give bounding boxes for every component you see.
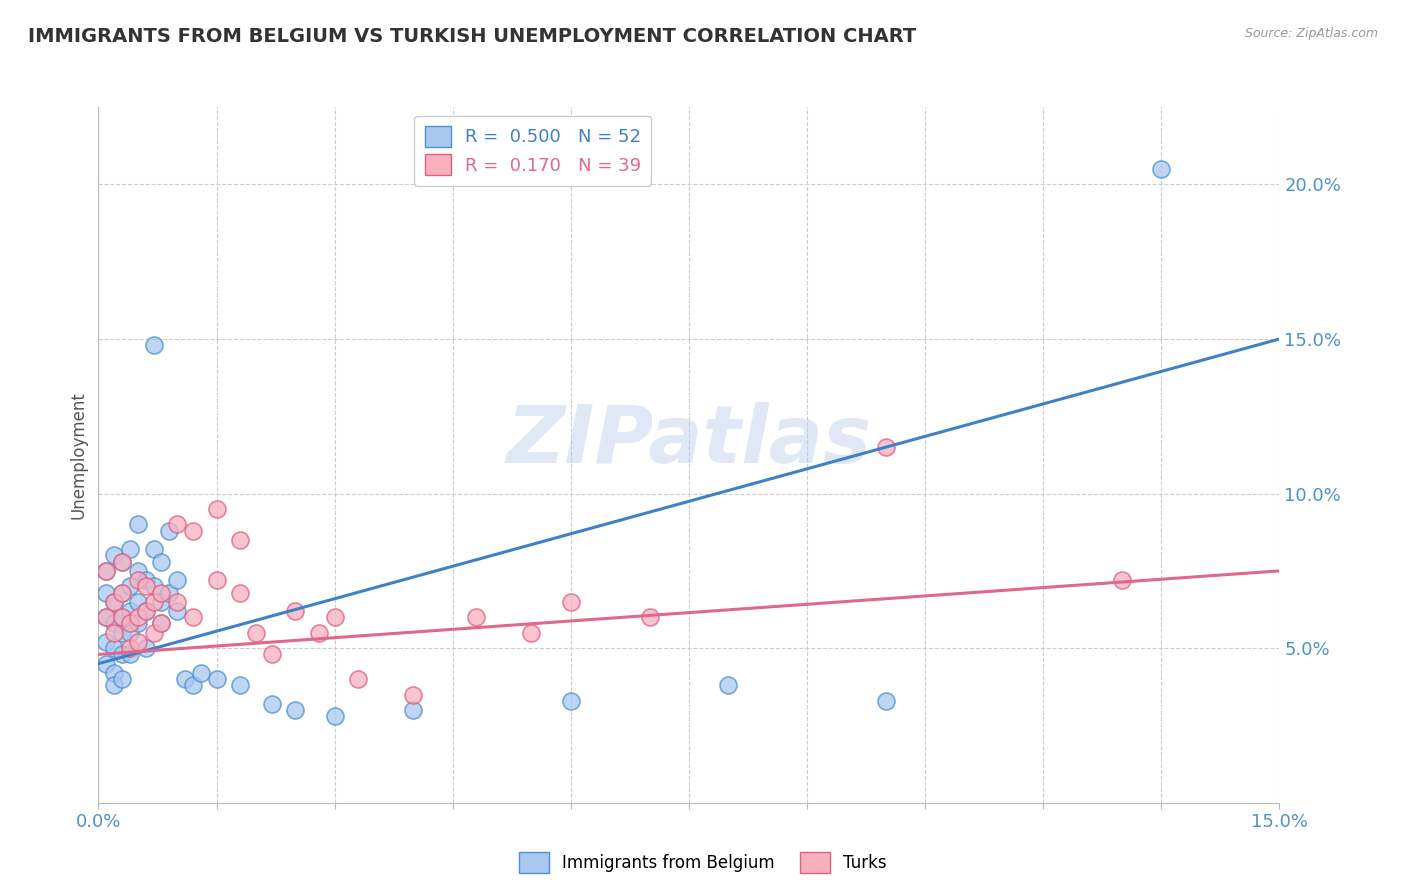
Point: [260, 648, 283, 662]
Point: [111, 625, 134, 640]
Point: [284, 703, 307, 717]
Point: [205, 502, 228, 516]
Point: [560, 694, 582, 708]
Point: [111, 585, 134, 599]
Point: [103, 625, 125, 640]
Point: [111, 555, 134, 569]
Point: [111, 555, 134, 569]
Point: [96, 635, 118, 649]
Point: [142, 595, 165, 609]
Point: [150, 595, 173, 609]
Point: [118, 641, 141, 656]
Point: [174, 672, 197, 686]
Point: [150, 555, 173, 569]
Point: [166, 573, 188, 587]
Point: [135, 641, 157, 656]
Point: [638, 610, 661, 624]
Point: [190, 665, 212, 680]
Point: [111, 648, 134, 662]
Point: [127, 616, 149, 631]
Point: [875, 694, 897, 708]
Point: [118, 604, 141, 618]
Point: [96, 564, 118, 578]
Point: [135, 573, 157, 587]
Point: [96, 585, 118, 599]
Point: [118, 648, 141, 662]
Point: [560, 595, 582, 609]
Legend: R =  0.500   N = 52, R =  0.170   N = 39: R = 0.500 N = 52, R = 0.170 N = 39: [415, 116, 651, 186]
Point: [181, 678, 204, 692]
Point: [111, 610, 134, 624]
Text: Source: ZipAtlas.com: Source: ZipAtlas.com: [1244, 27, 1378, 40]
Point: [103, 665, 125, 680]
Point: [118, 625, 141, 640]
Point: [96, 657, 118, 671]
Point: [127, 595, 149, 609]
Point: [142, 579, 165, 593]
Point: [181, 524, 204, 538]
Point: [205, 672, 228, 686]
Point: [96, 564, 118, 578]
Point: [229, 678, 252, 692]
Point: [157, 585, 180, 599]
Point: [166, 595, 188, 609]
Point: [229, 533, 252, 547]
Point: [118, 616, 141, 631]
Y-axis label: Unemployment: Unemployment: [69, 391, 87, 519]
Point: [103, 616, 125, 631]
Point: [142, 338, 165, 352]
Point: [323, 610, 346, 624]
Point: [229, 585, 252, 599]
Point: [127, 610, 149, 624]
Point: [166, 604, 188, 618]
Point: [284, 604, 307, 618]
Point: [875, 440, 897, 454]
Point: [103, 595, 125, 609]
Point: [127, 573, 149, 587]
Point: [96, 610, 118, 624]
Text: IMMIGRANTS FROM BELGIUM VS TURKISH UNEMPLOYMENT CORRELATION CHART: IMMIGRANTS FROM BELGIUM VS TURKISH UNEMP…: [28, 27, 917, 45]
Point: [520, 625, 543, 640]
Point: [96, 610, 118, 624]
Point: [135, 579, 157, 593]
Point: [402, 688, 425, 702]
Point: [308, 625, 330, 640]
Point: [181, 610, 204, 624]
Point: [103, 678, 125, 692]
Point: [1111, 573, 1133, 587]
Point: [118, 542, 141, 557]
Point: [260, 697, 283, 711]
Point: [157, 524, 180, 538]
Point: [1150, 161, 1173, 176]
Point: [127, 517, 149, 532]
Point: [103, 595, 125, 609]
Point: [323, 709, 346, 723]
Point: [166, 517, 188, 532]
Legend: Immigrants from Belgium, Turks: Immigrants from Belgium, Turks: [512, 846, 894, 880]
Point: [245, 625, 267, 640]
Point: [205, 573, 228, 587]
Point: [127, 635, 149, 649]
Point: [402, 703, 425, 717]
Point: [103, 641, 125, 656]
Point: [150, 616, 173, 631]
Text: ZIPatlas: ZIPatlas: [506, 402, 872, 480]
Point: [135, 604, 157, 618]
Point: [717, 678, 740, 692]
Point: [150, 585, 173, 599]
Point: [111, 610, 134, 624]
Point: [111, 585, 134, 599]
Point: [347, 672, 370, 686]
Point: [103, 549, 125, 563]
Point: [150, 616, 173, 631]
Point: [118, 579, 141, 593]
Point: [135, 604, 157, 618]
Point: [111, 672, 134, 686]
Point: [465, 610, 488, 624]
Point: [142, 625, 165, 640]
Point: [142, 542, 165, 557]
Point: [127, 564, 149, 578]
